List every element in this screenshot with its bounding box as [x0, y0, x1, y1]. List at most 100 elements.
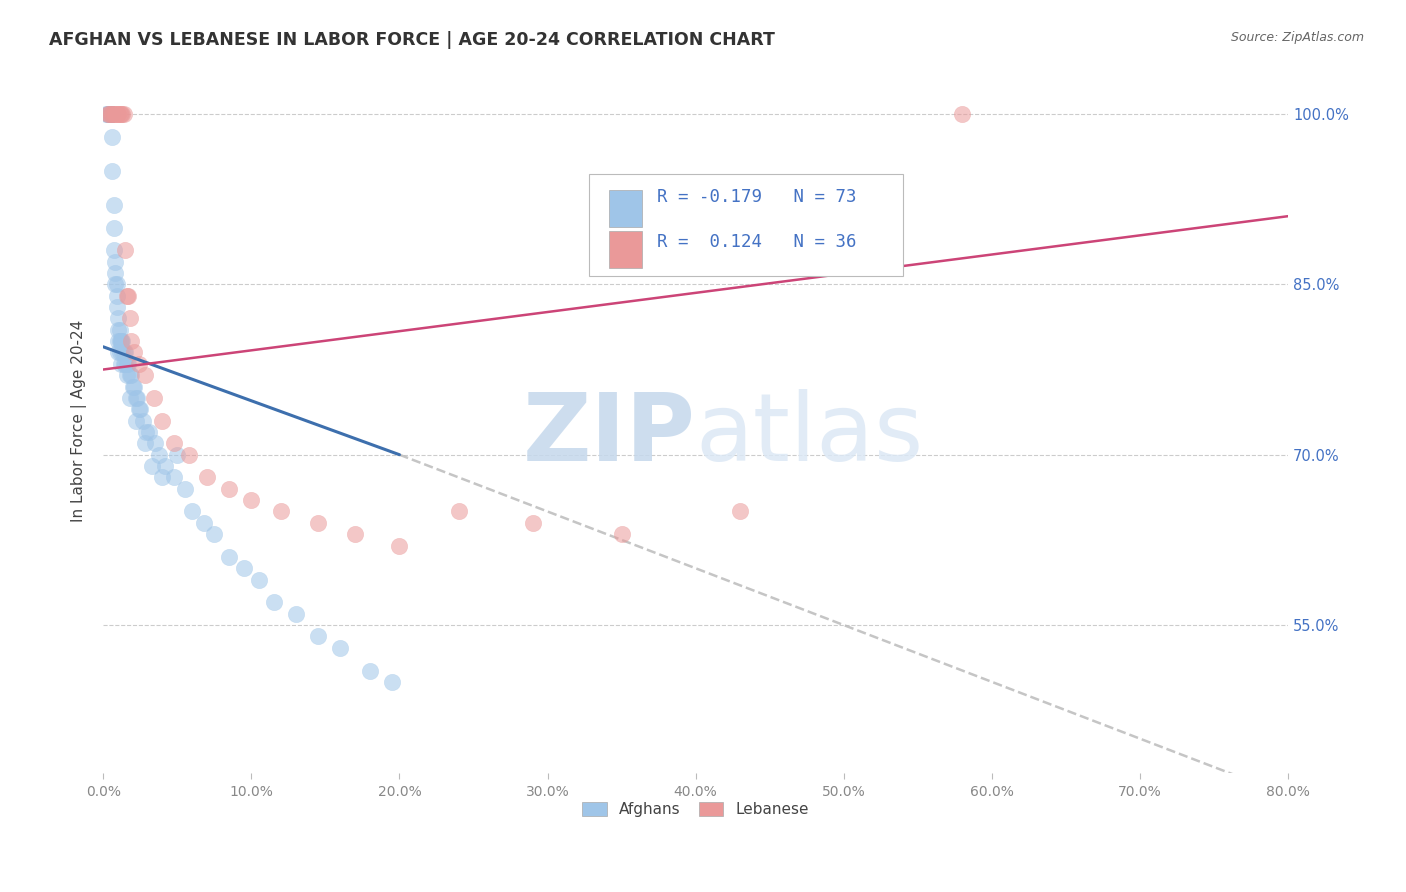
- Point: [447, 504, 470, 518]
- Point: [218, 482, 240, 496]
- Point: [100, 107, 122, 121]
- Point: [152, 470, 174, 484]
- Point: [388, 539, 411, 553]
- Point: [202, 527, 225, 541]
- Point: [112, 357, 135, 371]
- Point: [98, 107, 121, 121]
- Point: [118, 311, 141, 326]
- Point: [135, 425, 157, 439]
- Point: [329, 640, 352, 655]
- Text: Source: ZipAtlas.com: Source: ZipAtlas.com: [1230, 31, 1364, 45]
- Point: [148, 448, 170, 462]
- Point: [105, 288, 128, 302]
- Point: [110, 334, 132, 348]
- Point: [96, 107, 118, 121]
- Point: [104, 107, 127, 121]
- Bar: [609, 190, 643, 227]
- Point: [115, 357, 138, 371]
- Point: [127, 391, 149, 405]
- Point: [103, 107, 125, 121]
- Point: [107, 107, 129, 121]
- Point: [125, 414, 148, 428]
- Point: [270, 504, 292, 518]
- Point: [181, 504, 204, 518]
- Point: [152, 414, 174, 428]
- Point: [104, 254, 127, 268]
- Point: [138, 425, 160, 439]
- Point: [107, 334, 129, 348]
- Point: [104, 266, 127, 280]
- Point: [134, 436, 156, 450]
- Point: [115, 288, 138, 302]
- Point: [142, 391, 165, 405]
- Y-axis label: In Labor Force | Age 20-24: In Labor Force | Age 20-24: [72, 319, 87, 522]
- Point: [166, 448, 188, 462]
- Point: [114, 345, 136, 359]
- Point: [108, 107, 131, 121]
- Point: [108, 334, 131, 348]
- Point: [98, 107, 121, 121]
- Bar: [609, 231, 643, 268]
- Point: [132, 414, 155, 428]
- Point: [118, 368, 141, 383]
- Point: [110, 357, 132, 371]
- Point: [163, 470, 186, 484]
- Point: [193, 516, 215, 530]
- Point: [179, 448, 201, 462]
- Point: [307, 629, 329, 643]
- Legend: Afghans, Lebanese: Afghans, Lebanese: [575, 794, 817, 825]
- Point: [307, 516, 329, 530]
- Point: [522, 516, 544, 530]
- Text: ZIP: ZIP: [523, 389, 696, 481]
- Point: [120, 368, 142, 383]
- Point: [101, 107, 124, 121]
- Point: [107, 323, 129, 337]
- Point: [950, 107, 973, 121]
- Text: R =  0.124   N = 36: R = 0.124 N = 36: [657, 233, 856, 251]
- Point: [173, 482, 195, 496]
- Point: [120, 334, 142, 348]
- Point: [263, 595, 285, 609]
- Point: [114, 244, 136, 258]
- Point: [112, 107, 135, 121]
- Point: [107, 345, 129, 359]
- Point: [218, 549, 240, 564]
- Point: [118, 391, 141, 405]
- Point: [121, 379, 143, 393]
- Text: R = -0.179   N = 73: R = -0.179 N = 73: [657, 188, 856, 206]
- Point: [284, 607, 307, 621]
- Point: [101, 163, 124, 178]
- Point: [143, 436, 166, 450]
- Text: atlas: atlas: [696, 389, 924, 481]
- Point: [105, 277, 128, 292]
- Point: [97, 107, 120, 121]
- Point: [195, 470, 218, 484]
- Point: [155, 458, 177, 473]
- Point: [100, 107, 122, 121]
- Point: [129, 402, 152, 417]
- Point: [117, 288, 139, 302]
- Point: [103, 198, 125, 212]
- Point: [128, 357, 150, 371]
- Point: [134, 368, 156, 383]
- Point: [108, 323, 131, 337]
- Point: [232, 561, 254, 575]
- FancyBboxPatch shape: [589, 174, 903, 277]
- Point: [117, 357, 139, 371]
- Point: [98, 107, 121, 121]
- Point: [100, 107, 122, 121]
- Point: [97, 107, 120, 121]
- Point: [97, 107, 120, 121]
- Point: [141, 458, 163, 473]
- Point: [101, 107, 124, 121]
- Point: [240, 493, 263, 508]
- Point: [124, 345, 146, 359]
- Point: [111, 345, 134, 359]
- Point: [101, 129, 124, 144]
- Point: [105, 107, 128, 121]
- Point: [115, 368, 138, 383]
- Point: [104, 277, 127, 292]
- Point: [111, 107, 134, 121]
- Text: AFGHAN VS LEBANESE IN LABOR FORCE | AGE 20-24 CORRELATION CHART: AFGHAN VS LEBANESE IN LABOR FORCE | AGE …: [49, 31, 775, 49]
- Point: [359, 664, 381, 678]
